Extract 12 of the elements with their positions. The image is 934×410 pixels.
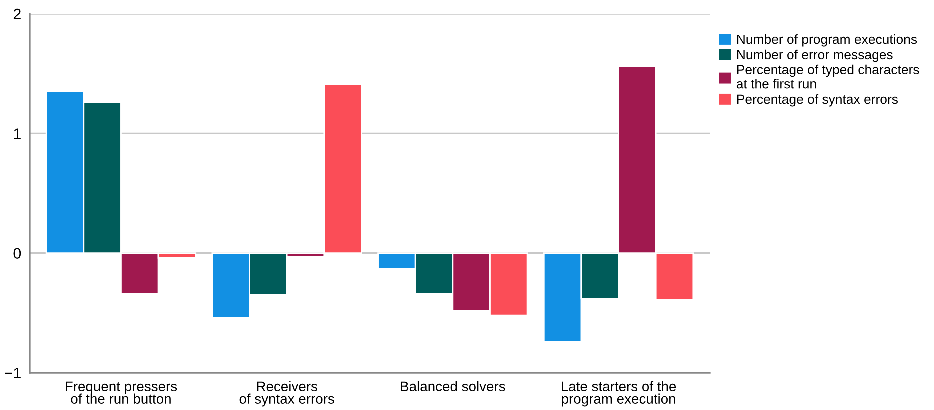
legend-label: Number of error messages (737, 50, 893, 62)
legend-label: Number of program executions (737, 34, 918, 47)
legend-label: Percentage of typed characters at the first run (736, 64, 920, 89)
y-tick-label: 1 (14, 128, 21, 140)
y-tick-label: −1 (5, 368, 21, 379)
x-tick-label: Receivers of syntax errors (240, 381, 334, 407)
x-tick-label: Late starters of the program execution (562, 381, 676, 407)
y-tick-label: 2 (14, 8, 21, 20)
x-tick-label: Balanced solvers (401, 381, 506, 392)
x-tick-label: Frequent pressers of the run button (66, 382, 178, 404)
y-tick-label: 0 (14, 248, 22, 260)
legend-label: Percentage of syntax errors (737, 94, 898, 107)
